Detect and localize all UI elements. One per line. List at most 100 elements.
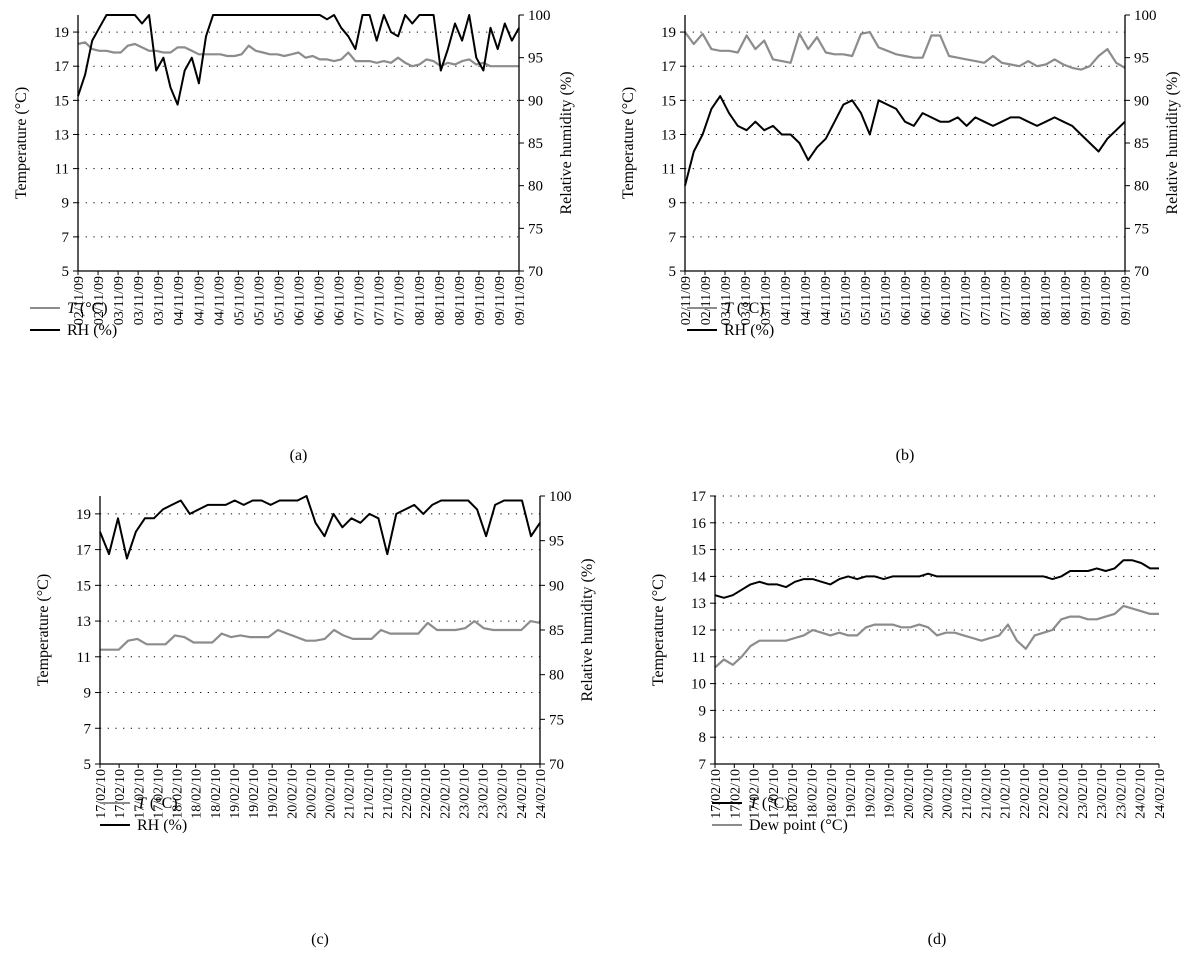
chart-panel-d: 7 8 9 10 11 12 13 14 15 16 17 17/02/10 17/02/10 17/02… [602,481,1204,961]
chart-panel-c: 5 7 9 11 13 15 17 19 70 75 80 85 90 95 100 17/02/10 17/0… [0,481,602,961]
x-tick-label-c-4: 18/02/10 [171,769,186,819]
chart-svg-d: 7 8 9 10 11 12 13 14 15 16 17 17/02/10 17/02/10 17/02… [650,489,1168,948]
y-tick-label-a-1: 7 [62,230,70,246]
y2-tick-label-a-4: 90 [528,93,543,109]
y-tick-label-b-0: 5 [669,264,677,280]
x-tick-label-d-15: 21/02/10 [999,769,1014,819]
x-tick-label-b-13: 06/11/09 [939,276,954,325]
legend-label-text-c-0: (°C) [146,795,178,812]
x-tick-label-d-13: 21/02/10 [960,769,975,819]
x-tick-label-c-7: 19/02/10 [228,769,243,819]
x-tick-label-b-2: 03/11/09 [719,276,734,325]
y2-tick-label-b-6: 100 [1134,8,1157,24]
series-line-b-0 [684,30,1126,71]
x-tick-label-b-17: 08/11/09 [1019,276,1034,325]
y-axis-title-d: Temperature (°C) [650,574,667,686]
x-tick-label-a-8: 05/11/09 [232,276,247,325]
x-tick-label-b-16: 07/11/09 [999,276,1014,325]
legend-label-italic-a-0: T [67,300,77,317]
x-tick-label-d-14: 21/02/10 [979,769,994,819]
y-axis-title-a: Temperature (°C) [13,87,30,199]
chart-svg-a: 5 7 9 11 13 15 17 19 70 75 80 85 90 95 100 02/11/09 02/1… [13,8,575,464]
x-tick-label-a-21: 09/11/09 [493,276,508,325]
x-tick-label-b-5: 04/11/09 [779,276,794,325]
y-tick-label-a-6: 17 [54,59,70,75]
x-tick-label-b-22: 09/11/09 [1119,276,1134,325]
y-tick-label-d-8: 15 [691,543,706,559]
x-tick-label-c-6: 18/02/10 [209,769,224,819]
x-tick-label-a-6: 04/11/09 [192,276,207,325]
legend-label-b-1: RH (%) [724,322,774,339]
x-tick-label-a-5: 04/11/09 [172,276,187,325]
y-tick-label-d-9: 16 [691,516,707,532]
x-tick-label-d-5: 18/02/10 [806,769,821,819]
x-tick-label-a-7: 04/11/09 [212,276,227,325]
series-line-d-1 [714,604,1159,669]
x-tick-label-d-20: 23/02/10 [1095,769,1110,819]
y2-tick-label-c-1: 75 [549,712,564,728]
series-line-d-0 [714,559,1159,599]
x-tick-label-c-12: 20/02/10 [324,769,339,819]
legend-label-a-1: RH (%) [67,322,117,339]
y2-axis-title-b: Relative humidity (%) [1164,71,1181,214]
panel-label-d: (d) [928,931,947,948]
legend-label-c-1: RH (%) [137,817,187,834]
y-tick-label-d-3: 10 [691,677,706,693]
x-tick-label-d-0: 17/02/10 [709,769,724,819]
y-tick-label-a-5: 15 [54,93,69,109]
x-tick-label-c-0: 17/02/10 [94,769,109,819]
x-tick-label-a-15: 07/11/09 [373,276,388,325]
x-tick-label-b-7: 04/11/09 [819,276,834,325]
x-tick-label-b-1: 02/11/09 [699,276,714,325]
x-tick-label-a-16: 07/11/09 [393,276,408,325]
x-tick-label-b-10: 05/11/09 [879,276,894,325]
y-tick-label-b-7: 19 [661,25,676,41]
series-line-a-0 [77,41,519,68]
y-tick-label-d-2: 9 [699,703,707,719]
x-tick-label-d-12: 20/02/10 [941,769,956,819]
x-tick-label-b-4: 03/11/09 [759,276,774,325]
x-tick-label-b-20: 09/11/09 [1079,276,1094,325]
legend-label-italic-b-0: T [724,300,734,317]
legend-label-text-a-1: RH (%) [67,322,117,339]
y2-tick-label-b-1: 75 [1134,221,1149,237]
x-tick-label-d-7: 19/02/10 [844,769,859,819]
legend-label-text-c-1: RH (%) [137,817,187,834]
x-tick-label-b-21: 09/11/09 [1099,276,1114,325]
chart-panel-a: 5 7 9 11 13 15 17 19 70 75 80 85 90 95 100 02/11/09 02/1… [0,0,602,480]
x-tick-label-c-3: 17/02/10 [151,769,166,819]
y2-tick-label-a-3: 85 [528,136,543,152]
legend-label-c-0: T (°C) [137,795,178,812]
x-tick-label-d-2: 17/02/10 [748,769,763,819]
y-tick-label-b-6: 17 [661,59,677,75]
chart-panel-b: 5 7 9 11 13 15 17 19 70 75 80 85 90 95 100 02/11/09 02/1… [602,0,1204,480]
x-tick-label-a-10: 05/11/09 [273,276,288,325]
y-tick-label-d-1: 8 [699,730,707,746]
y-tick-label-d-0: 7 [699,757,707,773]
x-tick-label-c-9: 19/02/10 [266,769,281,819]
panel-label-a: (a) [290,447,308,464]
y-tick-label-b-1: 7 [669,230,677,246]
x-tick-label-c-23: 24/02/10 [534,769,549,819]
y-tick-label-d-6: 13 [691,596,706,612]
x-tick-label-a-18: 08/11/09 [433,276,448,325]
chart-svg-b: 5 7 9 11 13 15 17 19 70 75 80 85 90 95 100 02/11/09 02/1… [620,8,1181,464]
x-tick-label-a-14: 07/11/09 [353,276,368,325]
x-tick-label-b-6: 04/11/09 [799,276,814,325]
series-line-a-1 [77,14,520,106]
y-tick-label-c-4: 13 [76,614,91,630]
x-tick-label-c-10: 20/02/10 [285,769,300,819]
x-tick-label-d-4: 18/02/10 [786,769,801,819]
x-tick-label-b-9: 05/11/09 [859,276,874,325]
x-tick-label-a-17: 08/11/09 [413,276,428,325]
legend-label-text-d-0: (°C) [758,795,790,812]
y2-tick-label-c-0: 70 [549,757,564,773]
y-axis-title-c: Temperature (°C) [35,574,52,686]
y2-axis-title-c: Relative humidity (%) [579,558,596,701]
x-tick-label-d-3: 17/02/10 [767,769,782,819]
x-tick-label-c-19: 23/02/10 [458,769,473,819]
y2-tick-label-b-2: 80 [1134,179,1149,195]
x-tick-label-d-16: 22/02/10 [1018,769,1033,819]
x-tick-label-d-9: 19/02/10 [883,769,898,819]
x-tick-label-a-22: 09/11/09 [513,276,528,325]
